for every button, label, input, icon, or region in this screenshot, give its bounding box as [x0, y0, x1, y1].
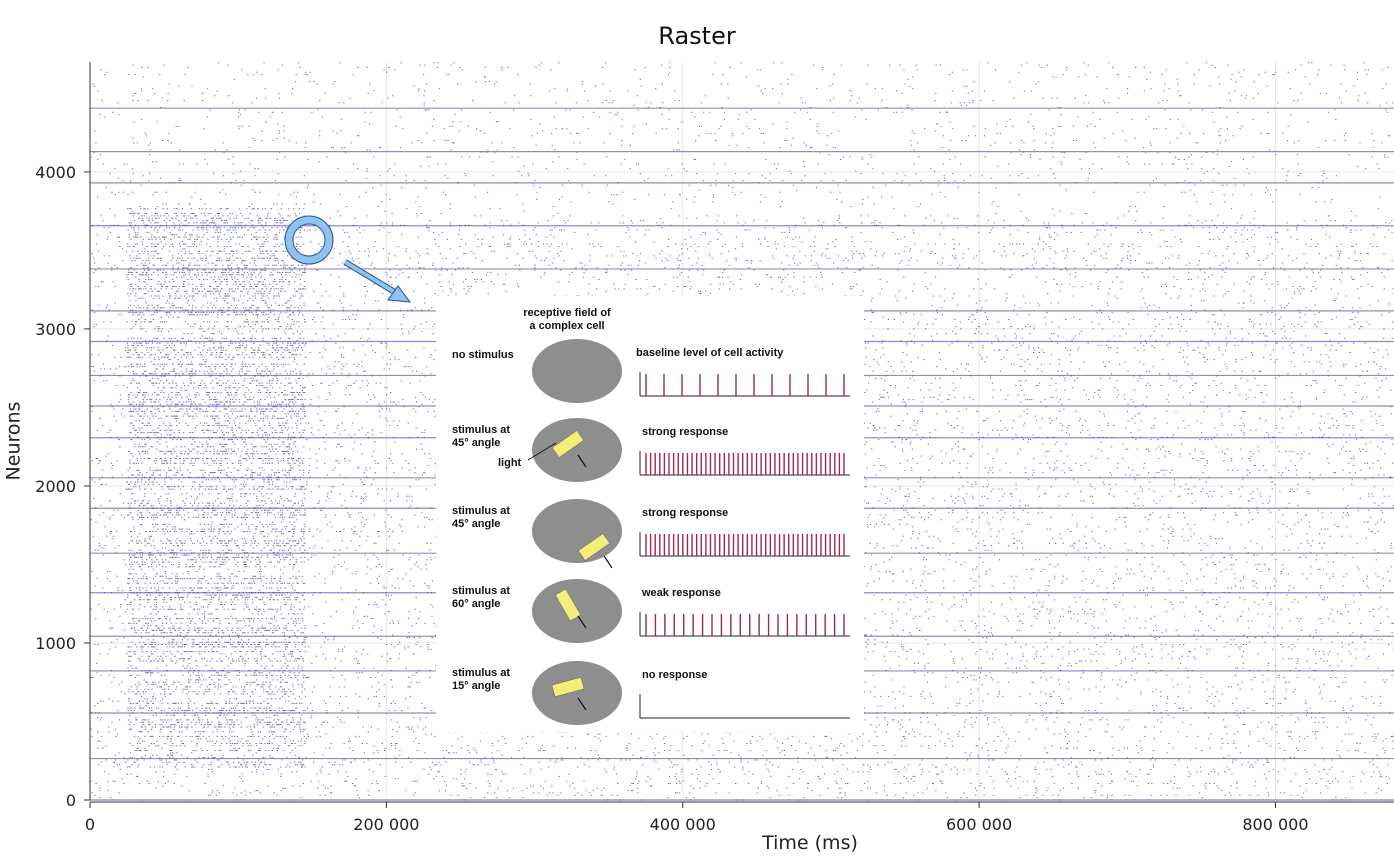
response-label: baseline level of cell activity [636, 347, 784, 359]
response-label: strong response [642, 507, 728, 519]
motion-arrow [603, 555, 613, 569]
inset-heading: receptive field of [523, 307, 611, 319]
stimulus-label: 15° angle [452, 680, 500, 692]
x-tick-label: 600 000 [946, 815, 1012, 834]
light-bar [577, 533, 611, 561]
receptive-field-disc [532, 418, 622, 482]
inset-heading: a complex cell [529, 320, 604, 332]
y-tick-label: 1000 [35, 634, 76, 653]
y-tick-label: 2000 [35, 477, 76, 496]
light-label: light [498, 457, 522, 469]
x-tick-label: 800 000 [1242, 815, 1308, 834]
stimulus-label: 45° angle [452, 518, 500, 530]
y-tick-label: 3000 [35, 320, 76, 339]
annotation-marker [284, 215, 412, 303]
inset-background [436, 296, 864, 732]
annotation-arrowhead [387, 285, 412, 303]
motion-arrow [577, 454, 587, 468]
x-tick-label: 400 000 [650, 815, 716, 834]
stimulus-label: stimulus at [452, 424, 510, 436]
chart-title: Raster [658, 22, 736, 50]
y-tick-label: 4000 [35, 163, 76, 182]
stimulus-label: stimulus at [452, 667, 510, 679]
axes: 0 200 000 400 000 600 000 800 000 0 1000 2000 30… [35, 62, 1394, 834]
x-axis-label: Time (ms) [762, 832, 858, 854]
annotation-ring [285, 216, 333, 264]
annotation-arrow [343, 260, 400, 296]
receptive-field-disc [532, 661, 622, 725]
stimulus-label: stimulus at [452, 505, 510, 517]
receptive-field-inset: receptive field ofa complex cell no stimu… [436, 296, 864, 732]
receptive-field-disc [532, 339, 622, 403]
x-tick-label: 200 000 [353, 815, 419, 834]
stimulus-label: 60° angle [452, 598, 500, 610]
light-bar [554, 588, 582, 622]
stimulus-label: no stimulus [452, 349, 514, 361]
light-bar [551, 430, 585, 458]
response-label: strong response [642, 426, 728, 438]
response-label: no response [642, 669, 707, 681]
motion-arrow [577, 615, 587, 629]
motion-arrow [577, 697, 587, 711]
response-label: weak response [641, 587, 721, 599]
light-pointer [527, 442, 557, 461]
stimulus-label: 45° angle [452, 437, 500, 449]
y-tick-label: 0 [66, 791, 76, 810]
light-bar [551, 677, 585, 697]
stimulus-label: stimulus at [452, 585, 510, 597]
receptive-field-disc [532, 499, 622, 563]
x-tick-label: 0 [85, 815, 95, 834]
